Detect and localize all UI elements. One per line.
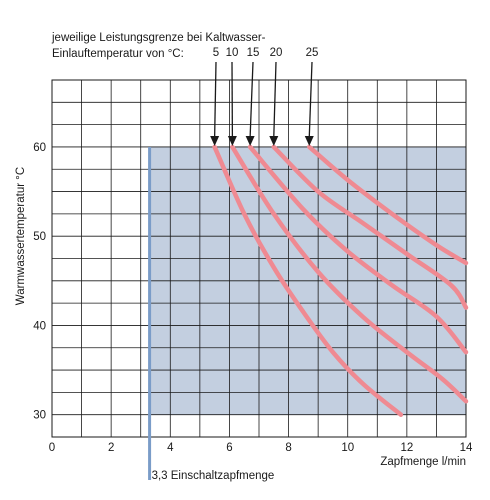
curve-5	[212, 144, 404, 417]
arrow-shaft-20	[273, 61, 277, 137]
series-label-5: 5	[213, 47, 219, 59]
arrow-shaft-25	[308, 61, 313, 137]
x-axis-label: Zapfmenge l/min	[380, 456, 466, 468]
curves	[212, 144, 469, 417]
y-axis-label: Warmwassertemperatur °C	[15, 167, 27, 305]
series-markers: 5 10 15 20 25	[210, 47, 318, 146]
x-tick-4: 4	[167, 442, 174, 454]
arrow-head-25	[304, 135, 314, 146]
x-tick-14: 14	[460, 442, 473, 454]
chart-header-line2: Einlauftemperatur von °C:	[52, 48, 184, 60]
series-label-25: 25	[306, 47, 319, 59]
x-tick-12: 12	[400, 442, 413, 454]
y-tick-50: 50	[33, 231, 46, 243]
curve-15	[247, 144, 469, 355]
curve-20	[271, 144, 469, 310]
arrow-shaft-5	[213, 61, 217, 137]
series-label-20: 20	[270, 47, 283, 59]
y-tick-40: 40	[33, 320, 46, 332]
curve-25	[307, 144, 469, 266]
plot-frame	[51, 79, 467, 438]
x-tick-2: 2	[108, 442, 114, 454]
arrow-shaft-15	[249, 61, 254, 137]
y-tick-labels: 30 40 50 60	[33, 142, 46, 422]
plot-area	[51, 79, 467, 438]
arrow-head-20	[269, 135, 279, 146]
x-tick-8: 8	[285, 442, 291, 454]
switch-on-label: 3,3 Einschaltzapfmenge	[152, 470, 275, 482]
y-tick-60: 60	[33, 142, 46, 154]
arrow-head-5	[210, 135, 220, 146]
grid	[52, 80, 466, 437]
series-label-10: 10	[226, 47, 239, 59]
x-tick-0: 0	[49, 442, 55, 454]
arrow-head-15	[245, 135, 255, 146]
chart-header-line1: jeweilige Leistungsgrenze bei Kaltwasser…	[51, 32, 266, 44]
x-tick-6: 6	[226, 442, 232, 454]
series-label-15: 15	[247, 47, 260, 59]
curve-10	[230, 144, 469, 404]
x-tick-10: 10	[341, 442, 354, 454]
x-tick-labels: 0 2 4 6 8 10 12 14	[49, 442, 473, 454]
arrow-head-10	[227, 135, 237, 146]
y-tick-30: 30	[33, 410, 46, 422]
